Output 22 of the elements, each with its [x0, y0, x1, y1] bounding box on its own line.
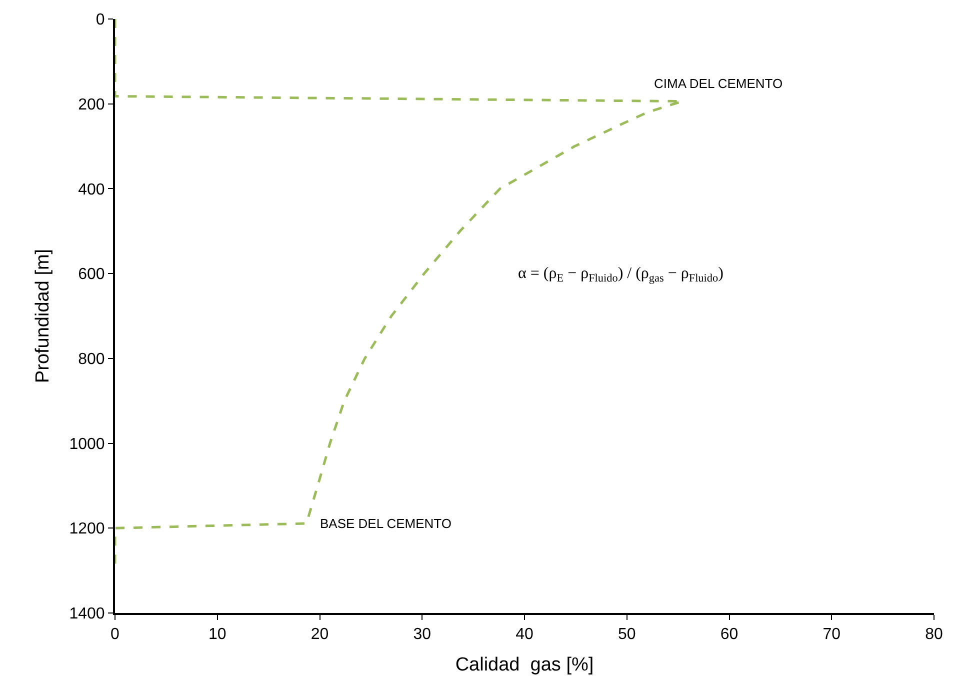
x-axis-title: Calidad gas [%] — [455, 654, 594, 676]
y-tick-label: 1200 — [69, 520, 105, 538]
x-tick-label: 0 — [110, 626, 120, 644]
annotation: BASE DEL CEMENTO — [320, 516, 452, 531]
y-tick-label: 600 — [78, 266, 105, 284]
annotation: CIMA DEL CEMENTO — [654, 76, 783, 91]
x-tick-label: 50 — [618, 626, 636, 644]
text: α = (ρ$_{E}$ − ρ$_{Fluido}$) / (ρ$_{gas}$ − ρ$_{Fluido}$) — [518, 265, 724, 284]
x-tick-label: 70 — [822, 626, 841, 644]
x-tick-label: 20 — [310, 626, 329, 644]
y-tick-label: 0 — [96, 12, 105, 29]
y-tick-label: 1400 — [69, 606, 105, 623]
x-tick-label: 40 — [516, 626, 534, 644]
y-tick-label: 800 — [78, 351, 105, 368]
x-tick-label: 10 — [208, 626, 226, 644]
x-tick-label: 80 — [925, 626, 943, 644]
y-axis-title: Profundidad [m] — [32, 248, 54, 384]
x-tick-label: 60 — [720, 626, 738, 644]
x-tick-label: 30 — [413, 626, 432, 644]
y-tick-label: 200 — [78, 96, 105, 114]
y-tick-label: 1000 — [69, 436, 105, 453]
y-tick-label: 400 — [78, 181, 105, 198]
